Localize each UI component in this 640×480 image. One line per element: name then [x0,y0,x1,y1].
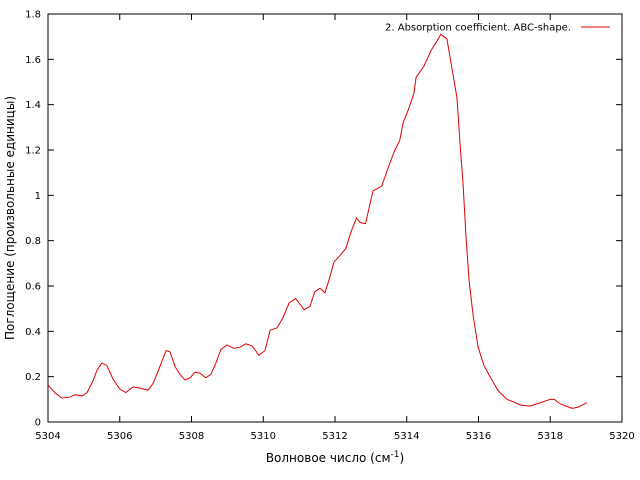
x-tick-label: 5310 [251,431,276,442]
y-tick-label: 1.6 [25,55,41,66]
x-axis-label-suffix: ) [399,451,404,465]
y-tick-label: 0.4 [25,327,41,338]
y-axis-label: Поглощение (произвольные единицы) [3,96,17,340]
legend-label: 2. Absorption coefficient. ABC-shape. [385,23,571,34]
x-tick-label: 5316 [466,431,491,442]
x-tick-label: 5306 [107,431,132,442]
x-tick-label: 5318 [538,431,563,442]
plot-frame [47,13,623,423]
x-axis-label-sup: -1 [391,450,400,460]
y-tick-label: 0.8 [25,236,41,247]
x-tick-label: 5320 [609,431,634,442]
y-tick-label: 1.2 [25,146,41,157]
x-tick-label: 5308 [179,431,204,442]
y-tick-label: 0.6 [25,282,41,293]
y-tick-label: 0 [35,418,41,429]
x-tick-label: 5304 [35,431,60,442]
y-tick-label: 1.4 [25,100,41,111]
x-tick-label: 5314 [394,431,419,442]
x-axis-label: Волновое число (см-1) [266,450,404,465]
x-axis-label-text: Волновое число (см [266,451,391,465]
y-tick-label: 1.8 [25,10,41,21]
x-tick-label: 5312 [322,431,347,442]
data-line [47,33,588,409]
y-tick-label: 1 [35,191,41,202]
y-tick-label: 0.2 [25,372,41,383]
